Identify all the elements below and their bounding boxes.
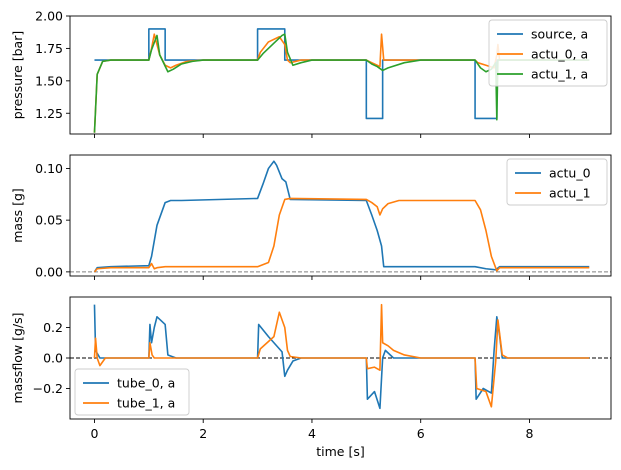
y-axis-label: mass [g]	[10, 188, 25, 243]
legend-entry: actu_1	[549, 186, 591, 201]
y-tick-label: 1.25	[35, 106, 63, 121]
legend-entry: tube_1, a	[117, 396, 175, 411]
y-tick-label: −0.2	[33, 381, 63, 396]
subplot-0: 1.25 1.50 1.75 2.00 pressure [bar] source, a a…	[10, 9, 612, 138]
series-line-0	[93, 160, 590, 273]
y-axis-label: massflow [g/s]	[10, 313, 25, 404]
x-tick-label: 6	[417, 426, 425, 441]
series-line-1	[93, 197, 590, 273]
legend-entry: actu_1, a	[531, 67, 588, 82]
x-tick-label: 8	[525, 426, 533, 441]
legend-entry: tube_0, a	[117, 376, 175, 391]
x-tick-label: 0	[90, 426, 98, 441]
y-tick-label: 1.75	[35, 41, 63, 56]
legend-box	[488, 19, 608, 87]
y-tick-label: 0.2	[43, 320, 63, 335]
x-tick-label: 2	[199, 426, 207, 441]
axes-frame	[69, 154, 612, 277]
y-tick-label: 0.10	[35, 161, 63, 176]
legend-entry: actu_0, a	[531, 47, 588, 62]
series-line-1	[93, 33, 590, 133]
y-tick-label: 0.00	[35, 264, 63, 279]
legend: tube_0, a tube_1, a	[74, 368, 190, 416]
axes-frame	[69, 15, 612, 135]
subplot-2: −0.2 0.0 0.2 0 2 4 6 8 massflow [g/s] time [s] tub…	[10, 296, 612, 459]
x-axis-label: time [s]	[316, 444, 364, 459]
y-tick-label: 0.05	[35, 213, 63, 228]
y-tick-label: 1.50	[35, 73, 63, 88]
x-tick-label: 4	[308, 426, 316, 441]
legend: source, a actu_0, a actu_1, a	[488, 19, 608, 87]
subplot-1: 0.00 0.05 0.10 mass [g] actu_0 actu_1	[10, 154, 612, 280]
legend: actu_0 actu_1	[506, 158, 608, 206]
series-line-1	[93, 303, 590, 408]
legend-entry: source, a	[531, 27, 588, 42]
y-tick-label: 2.00	[35, 9, 63, 24]
legend-entry: actu_0	[549, 166, 591, 181]
y-tick-label: 0.0	[43, 351, 63, 366]
series-line-0	[93, 304, 590, 410]
y-axis-label: pressure [bar]	[10, 31, 25, 119]
